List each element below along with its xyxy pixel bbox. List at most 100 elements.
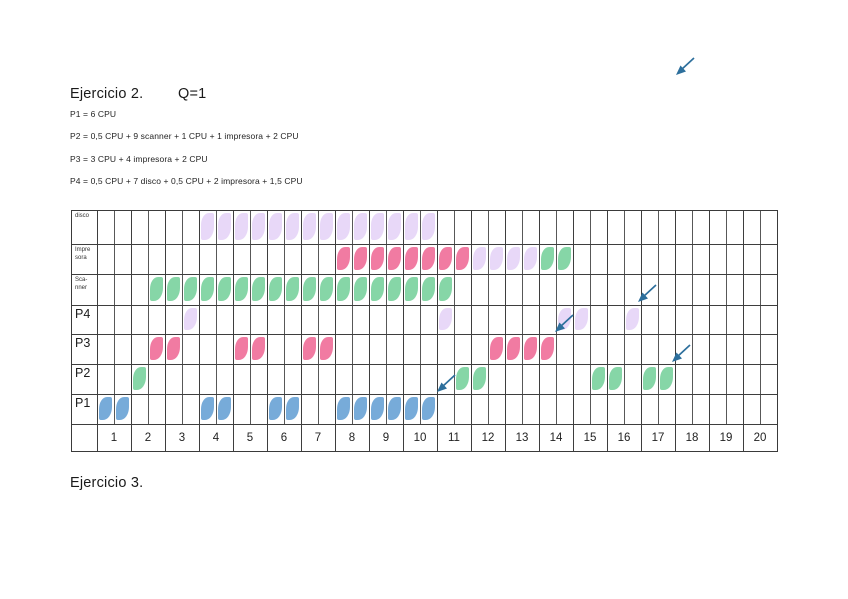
tick-label: 4 [212, 432, 220, 444]
gantt-row-p4: P4 [72, 306, 777, 335]
process-definition-p2: P2 = 0,5 CPU + 9 scanner + 1 CPU + 1 imp… [70, 131, 299, 142]
gantt-mark-p2 [252, 277, 265, 301]
gantt-mark-p4 [626, 308, 639, 330]
time-axis-cells: 1 2 3 4 5 6 7 8 9 10 11 12 13 14 15 16 17 18 19 20 [97, 425, 777, 451]
gantt-mark-p2 [371, 277, 384, 301]
gantt-mark-p4 [235, 213, 248, 240]
gantt-mark-p1 [354, 397, 367, 420]
gantt-mark-p4 [422, 213, 435, 240]
row-cells-p4 [97, 306, 777, 334]
row-cells-p1 [97, 395, 777, 424]
gantt-mark-p4 [490, 247, 503, 270]
gantt-row-disco: disco [72, 211, 777, 245]
exercise-title: Ejercicio 2. [70, 86, 144, 102]
process-definition-p4: P4 = 0,5 CPU + 7 disco + 0,5 CPU + 2 imp… [70, 175, 303, 186]
gantt-mark-p4 [507, 247, 520, 270]
gantt-mark-p4 [269, 213, 282, 240]
gantt-mark-p2 [218, 277, 231, 301]
quantum-label: Q=1 [178, 86, 207, 102]
gantt-mark-p4 [388, 213, 401, 240]
gantt-mark-p1 [116, 397, 129, 420]
gantt-row-p3: P3 [72, 335, 777, 365]
gantt-mark-p4 [303, 213, 316, 240]
gantt-mark-p4 [354, 213, 367, 240]
gantt-mark-p3 [507, 337, 520, 360]
gantt-mark-p2 [235, 277, 248, 301]
row-label-impresora: Impre sora [75, 247, 91, 261]
gantt-mark-p4 [201, 213, 214, 240]
row-cells-scanner [97, 275, 777, 305]
p2-finish-arrow-icon [668, 342, 694, 366]
tick-label: 2 [144, 432, 152, 444]
row-label-p3: P3 [75, 336, 91, 350]
gantt-mark-p2 [167, 277, 180, 301]
tick-label: 14 [549, 432, 563, 444]
gantt-mark-p1 [422, 397, 435, 420]
gantt-mark-p2 [643, 367, 656, 390]
gantt-mark-p3 [303, 337, 316, 360]
gantt-mark-p2 [609, 367, 622, 390]
gantt-row-p2: P2 [72, 365, 777, 395]
gantt-mark-p4 [286, 213, 299, 240]
tick-label: 6 [280, 432, 288, 444]
gantt-mark-p2 [150, 277, 163, 301]
gantt-mark-p2 [354, 277, 367, 301]
gantt-mark-p2 [303, 277, 316, 301]
gantt-mark-p3 [439, 247, 452, 270]
gantt-mark-p3 [167, 337, 180, 360]
tick-label: 13 [515, 432, 529, 444]
gantt-row-scanner: Sca-nner [72, 275, 777, 306]
tick-label: 12 [481, 432, 495, 444]
stray-annotation-arrow-icon [672, 55, 698, 79]
tick-label: 8 [348, 432, 356, 444]
gantt-mark-p4 [184, 308, 197, 330]
gantt-mark-p3 [371, 247, 384, 270]
gantt-mark-p2 [286, 277, 299, 301]
gantt-mark-p2 [541, 247, 554, 270]
gantt-mark-p3 [405, 247, 418, 270]
gantt-mark-p3 [337, 247, 350, 270]
gantt-time-axis: 1 2 3 4 5 6 7 8 9 10 11 12 13 14 15 16 17 18 19 20 [72, 425, 777, 451]
row-label-p4: P4 [75, 307, 91, 321]
row-label-disco: disco [75, 213, 90, 219]
tick-label: 5 [246, 432, 254, 444]
gantt-mark-p1 [201, 397, 214, 420]
gantt-mark-p1 [269, 397, 282, 420]
p3-finish-arrow-icon [551, 312, 577, 336]
tick-label: 3 [178, 432, 186, 444]
gantt-mark-p3 [490, 337, 503, 360]
gantt-mark-p1 [405, 397, 418, 420]
tick-label: 11 [448, 432, 460, 444]
exercise-header: Ejercicio 2. Q=1 [70, 86, 470, 106]
gantt-mark-p4 [524, 247, 537, 270]
gantt-mark-p3 [235, 337, 248, 360]
gantt-mark-p4 [439, 308, 452, 330]
gantt-mark-p2 [269, 277, 282, 301]
p1-finish-arrow-icon [433, 372, 459, 396]
row-cells-disco [97, 211, 777, 244]
gantt-mark-p4 [473, 247, 486, 270]
row-cells-p3 [97, 335, 777, 364]
gantt-mark-p1 [371, 397, 384, 420]
gantt-mark-p2 [660, 367, 673, 390]
gantt-mark-p2 [456, 367, 469, 390]
gantt-mark-p3 [252, 337, 265, 360]
gantt-mark-p2 [422, 277, 435, 301]
gantt-mark-p2 [337, 277, 350, 301]
tick-label: 10 [413, 432, 427, 444]
gantt-mark-p2 [439, 277, 452, 301]
process-definitions: P1 = 6 CPU P2 = 0,5 CPU + 9 scanner + 1 … [70, 103, 570, 192]
tick-label: 7 [314, 432, 322, 444]
time-axis-corner-cell [72, 425, 97, 451]
row-label-p2: P2 [75, 366, 91, 380]
gantt-mark-p2 [473, 367, 486, 390]
tick-label: 18 [685, 432, 699, 444]
gantt-mark-p4 [320, 213, 333, 240]
gantt-mark-p3 [524, 337, 537, 360]
process-definition-p1: P1 = 6 CPU [70, 109, 117, 119]
row-cells-impresora [97, 245, 777, 274]
next-exercise-title: Ejercicio 3. [70, 475, 144, 491]
gantt-mark-p2 [184, 277, 197, 301]
gantt-mark-p3 [354, 247, 367, 270]
